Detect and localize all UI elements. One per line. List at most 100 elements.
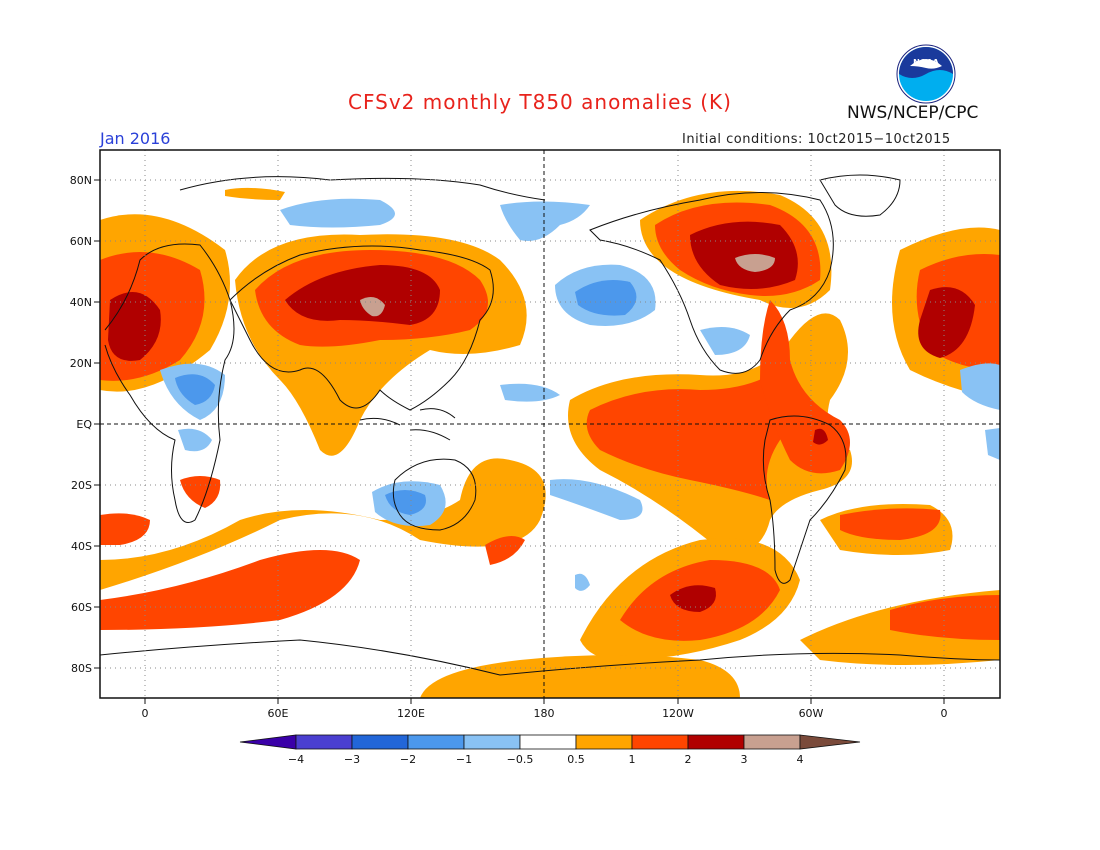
lon-label-60e: 60E xyxy=(268,707,289,720)
red-field-west-africa xyxy=(100,513,150,545)
blue-field-north-pacific-core xyxy=(575,279,637,316)
blue-field-australia xyxy=(372,481,446,527)
blue-field-central-africa xyxy=(178,428,212,452)
legend-swatch-neg1 xyxy=(463,734,521,750)
orange-field-europe xyxy=(100,214,230,392)
orange-field-southern-ocean xyxy=(100,458,546,590)
red-field-southern-ocean-east xyxy=(890,595,1000,640)
orange-field-asia xyxy=(235,234,527,456)
blue-field-arabia-core xyxy=(175,374,215,405)
darkred-field-asia xyxy=(285,265,440,325)
lon-label-0: 0 xyxy=(142,707,149,720)
red-field-south-pacific xyxy=(620,560,780,641)
red-field-canada xyxy=(655,202,821,296)
legend-arrow-low xyxy=(239,734,297,750)
legend-tick-neg05: −0.5 xyxy=(507,753,534,766)
legend-tick-pos2: 2 xyxy=(685,753,692,766)
lon-label-120e: 120E xyxy=(397,707,425,720)
initial-conditions: Initial conditions: 10ct2015−10ct2015 xyxy=(682,132,951,147)
red-field-asia xyxy=(255,250,488,347)
blue-field-southern-ocean xyxy=(575,573,590,591)
lat-lon-grid xyxy=(100,150,1000,698)
lat-labels: 80N 60N 40N 20N EQ 20S 40S 60S 80S xyxy=(70,174,93,675)
orange-field-south-atlantic xyxy=(820,504,953,555)
coastline-arctic-asia xyxy=(179,176,546,201)
darkred-field-south-pacific xyxy=(670,585,716,612)
orange-field-antarctic xyxy=(420,655,740,698)
core-field-canada xyxy=(735,254,775,272)
coastline-indonesia xyxy=(359,408,456,441)
coastline-africa-europe xyxy=(104,243,235,523)
lat-label-eq: EQ xyxy=(76,418,92,431)
legend-tick-pos4: 4 xyxy=(797,753,804,766)
blue-field-arabia xyxy=(160,363,225,420)
red-field-south-indian xyxy=(100,550,360,630)
lat-label-60n: 60N xyxy=(70,235,92,248)
coastline-australia xyxy=(392,458,477,531)
legend-tick-neg4: −4 xyxy=(288,753,304,766)
legend-swatch-pos3 xyxy=(743,734,801,750)
lon-label-120w: 120W xyxy=(662,707,694,720)
chart-title: CFSv2 monthly T850 anomalies (K) xyxy=(348,90,732,114)
darkred-field-amazon xyxy=(813,428,828,445)
legend-tick-neg3: −3 xyxy=(344,753,360,766)
coastline-greenland xyxy=(819,174,901,217)
legend-tick-neg1: −1 xyxy=(456,753,472,766)
red-field-south-atlantic xyxy=(840,508,941,540)
orange-field-canada xyxy=(640,190,832,308)
anomaly-fields xyxy=(100,187,1000,698)
darkred-field-europe xyxy=(108,292,161,361)
orange-field-south-indian xyxy=(800,590,1000,665)
legend-swatch-neg4 xyxy=(295,734,353,750)
red-field-tasman xyxy=(485,536,525,565)
blue-field-central-pacific xyxy=(500,383,560,402)
coastlines xyxy=(100,174,1000,676)
red-field-americas-band xyxy=(760,300,850,474)
orange-field-pacific xyxy=(568,313,852,552)
lat-label-40s: 40S xyxy=(71,540,92,553)
blue-field-arctic-asia xyxy=(280,198,395,228)
core-field-asia xyxy=(360,296,385,317)
darkred-field-east-atlantic xyxy=(918,287,975,358)
lat-label-80n: 80N xyxy=(70,174,92,187)
lat-label-20s: 20S xyxy=(71,479,92,492)
lon-labels: 0 60E 120E 180 120W 60W 0 xyxy=(142,707,948,720)
orange-field-east-atlantic xyxy=(892,227,1000,400)
coastline-asia xyxy=(229,245,494,411)
agency-label: NWS/NCEP/CPC xyxy=(847,103,979,123)
legend-swatch-pos2 xyxy=(687,734,745,750)
coastline-north-america xyxy=(589,192,834,374)
lon-label-180: 180 xyxy=(534,707,555,720)
red-field-europe xyxy=(100,252,205,381)
blue-field-south-atlantic-east xyxy=(985,428,1000,460)
lat-label-40n: 40N xyxy=(70,296,92,309)
coastline-antarctica xyxy=(100,639,1000,676)
red-field-south-africa xyxy=(180,476,221,508)
orange-field-arctic xyxy=(225,187,285,200)
lon-label-60w: 60W xyxy=(799,707,824,720)
lon-label-0-east: 0 xyxy=(941,707,948,720)
noaa-logo-text: NOAA xyxy=(913,58,939,67)
red-field-east-pacific xyxy=(586,360,794,500)
legend-swatch-neutral xyxy=(519,734,577,750)
map-frame xyxy=(99,149,1001,699)
red-field-east-atlantic xyxy=(916,254,1000,370)
orange-field-south-pacific xyxy=(580,538,800,660)
legend-tick-neg2: −2 xyxy=(400,753,416,766)
blue-field-australia-core xyxy=(385,490,426,515)
legend-swatch-neg3 xyxy=(351,734,409,750)
legend-tick-pos3: 3 xyxy=(741,753,748,766)
forecast-period: Jan 2016 xyxy=(100,129,171,148)
legend-tick-pos1: 1 xyxy=(629,753,636,766)
legend-tick-pos05: 0.5 xyxy=(567,753,585,766)
lat-label-80s: 80S xyxy=(71,662,92,675)
lat-label-60s: 60S xyxy=(71,601,92,614)
blue-field-north-pacific xyxy=(555,264,656,326)
legend-arrow-high xyxy=(799,734,861,750)
legend-swatch-pos1 xyxy=(631,734,689,750)
blue-field-south-pacific xyxy=(550,479,643,520)
coastline-south-america xyxy=(762,415,847,584)
darkred-field-canada xyxy=(690,221,798,289)
blue-field-mexico xyxy=(700,326,750,355)
